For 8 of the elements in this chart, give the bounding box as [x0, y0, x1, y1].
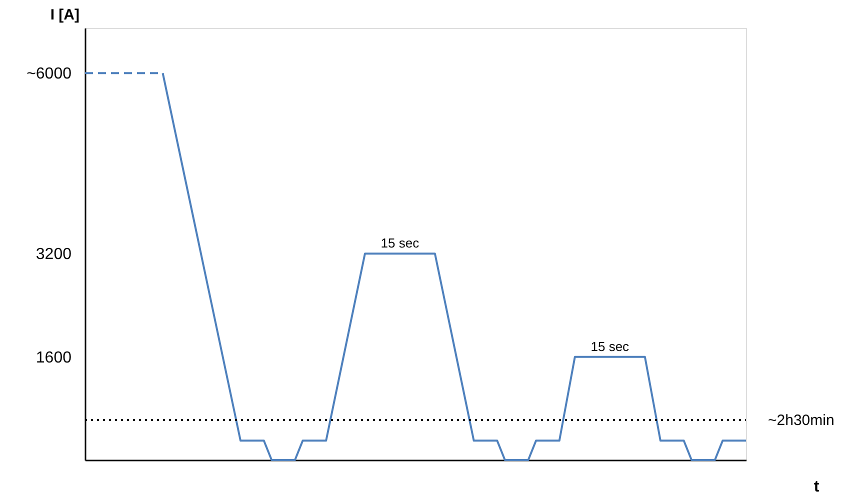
x-axis-title: t	[814, 478, 820, 496]
annotation: 15 sec	[590, 338, 630, 354]
y-tick-label: 3200	[36, 246, 72, 264]
y-tick-label: ~6000	[26, 66, 72, 83]
y-axis-title: I [A]	[50, 6, 80, 24]
y-tick-label: 1600	[36, 349, 72, 366]
annotation: 15 sec	[380, 236, 420, 251]
text: ~2h30min	[768, 412, 834, 430]
